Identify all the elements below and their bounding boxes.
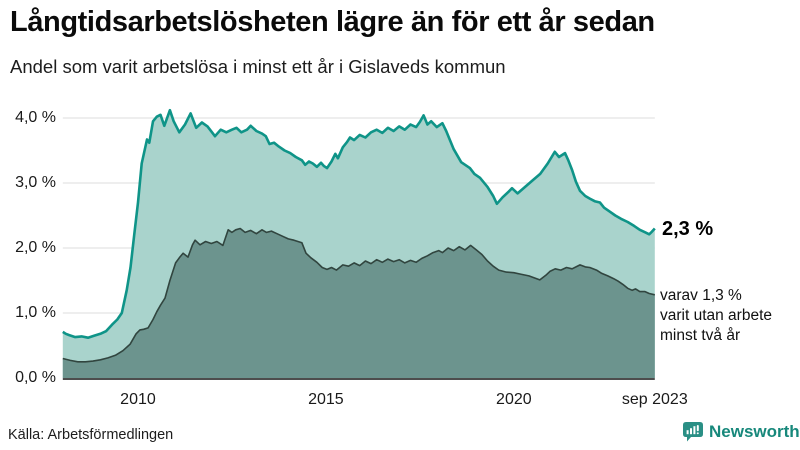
newsworthy-logo: Newsworthy: [682, 421, 800, 443]
source-credit: Källa: Arbetsförmedlingen: [8, 427, 174, 443]
area-minst-tva-ar: [62, 228, 655, 378]
y-tick-label: 1,0 %: [15, 304, 56, 321]
page-subtitle: Andel som varit arbetslösa i minst ett å…: [10, 56, 506, 77]
y-tick-label: 3,0 %: [15, 174, 56, 191]
y-tick-label: 4,0 %: [15, 109, 56, 126]
secondary-annotation: varav 1,3 % varit utan arbete minst två …: [660, 287, 773, 344]
y-tick-label: 0,0 %: [15, 369, 56, 386]
latest-value-label: 2,3 %: [662, 218, 714, 240]
page-title: Långtidsarbetslösheten lägre än för ett …: [10, 6, 655, 38]
x-tick-label: 2020: [496, 391, 532, 408]
newsworthy-wordmark: Newsworthy: [709, 422, 800, 441]
y-tick-label: 2,0 %: [15, 239, 56, 256]
line-minst-ett-ar: [62, 108, 656, 339]
x-tick-label: 2015: [308, 391, 344, 408]
newsworthy-icon: [683, 422, 703, 442]
x-tick-label: 2010: [120, 391, 156, 408]
x-tick-label: sep 2023: [621, 391, 688, 408]
line-minst-tva-ar: [62, 227, 655, 363]
